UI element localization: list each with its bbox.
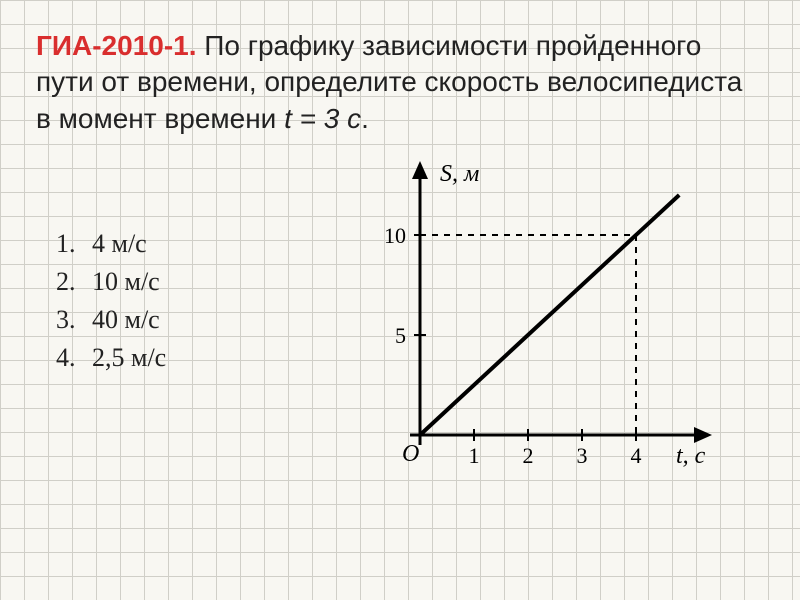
list-item: 4 м/с xyxy=(82,225,286,263)
lower-row: 4 м/с 10 м/с 40 м/с 2,5 м/с 5 10 xyxy=(36,155,764,475)
x-axis-label: t, с xyxy=(676,443,706,469)
chart-container: 5 10 1 2 3 4 S, м t, с О xyxy=(286,155,764,475)
x-tick-label: 2 xyxy=(523,443,534,468)
x-tick-label: 1 xyxy=(469,443,480,468)
data-line xyxy=(420,195,679,435)
y-tick-label: 5 xyxy=(395,323,406,348)
list-item: 2,5 м/с xyxy=(82,339,286,377)
question-after: . xyxy=(361,103,369,134)
question-italic: t = 3 c xyxy=(284,103,361,134)
y-axis-arrow-icon xyxy=(412,161,428,179)
distance-time-chart: 5 10 1 2 3 4 S, м t, с О xyxy=(360,155,720,475)
origin-label: О xyxy=(402,441,419,467)
x-axis-arrow-icon xyxy=(694,427,712,443)
list-item: 10 м/с xyxy=(82,263,286,301)
x-tick-label: 3 xyxy=(577,443,588,468)
y-tick-label: 10 xyxy=(384,223,406,248)
question-text: ГИА-2010-1. По графику зависимости пройд… xyxy=(36,28,764,137)
question-label: ГИА-2010-1. xyxy=(36,30,197,61)
list-item: 40 м/с xyxy=(82,301,286,339)
answer-options: 4 м/с 10 м/с 40 м/с 2,5 м/с xyxy=(36,155,286,377)
y-axis-label: S, м xyxy=(440,161,479,187)
slide-content: ГИА-2010-1. По графику зависимости пройд… xyxy=(0,0,800,475)
options-list: 4 м/с 10 м/с 40 м/с 2,5 м/с xyxy=(36,225,286,377)
x-tick-label: 4 xyxy=(631,443,642,468)
